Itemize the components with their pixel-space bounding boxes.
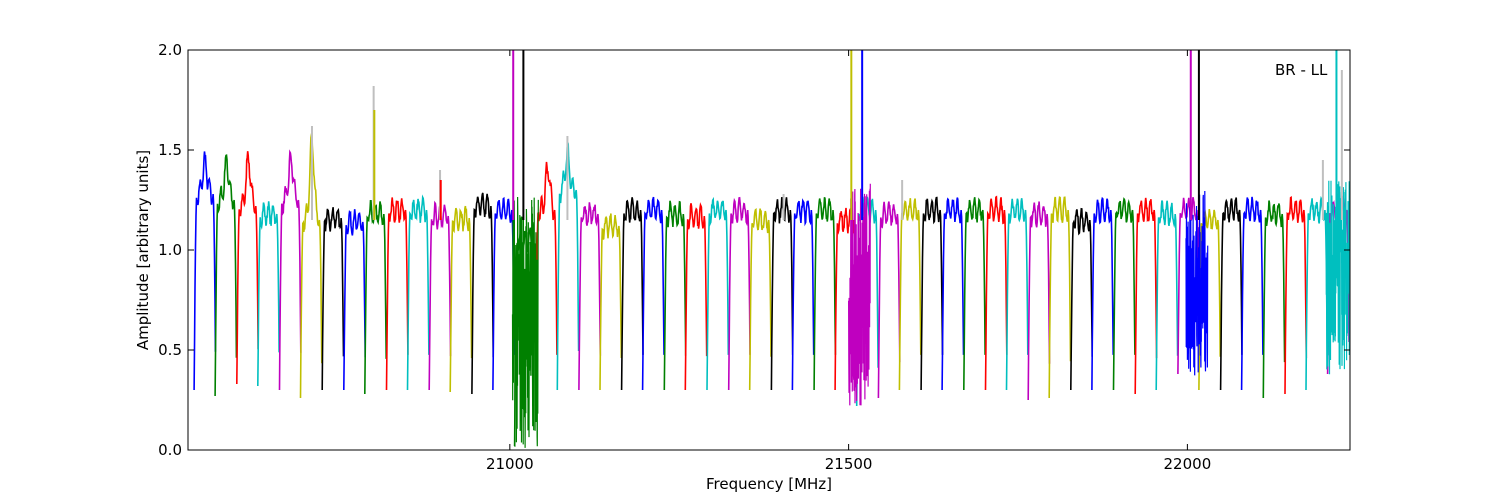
band-series-42 xyxy=(1091,196,1114,391)
band-series-19 xyxy=(599,213,623,391)
band-series-28 xyxy=(791,198,815,391)
noise-region-3 xyxy=(1325,180,1350,375)
band-series-10 xyxy=(406,194,430,391)
series-layer xyxy=(193,50,1350,448)
band-series-13 xyxy=(471,192,494,395)
band-series-2 xyxy=(236,151,259,385)
band-series-38 xyxy=(1005,198,1029,391)
x-tick-label-2: 22000 xyxy=(1164,455,1212,473)
noise-region-1 xyxy=(847,183,871,406)
band-series-27 xyxy=(770,197,794,391)
band-series-6 xyxy=(321,207,345,391)
noise-region-0 xyxy=(511,196,539,448)
band-series-4 xyxy=(278,149,302,391)
band-series-44 xyxy=(1134,197,1158,395)
band-series-8 xyxy=(364,200,387,395)
y-tick-label-2: 1.0 xyxy=(158,241,182,259)
band-series-12 xyxy=(449,205,473,393)
band-series-41 xyxy=(1070,207,1093,391)
band-series-46 xyxy=(1177,197,1200,375)
band-series-45 xyxy=(1155,200,1179,391)
x-tick-label-1: 21500 xyxy=(825,455,873,473)
band-series-39 xyxy=(1027,201,1051,401)
band-series-22 xyxy=(663,200,687,391)
band-series-26 xyxy=(748,207,772,391)
tick-layer: 21000 21500 22000 0.0 0.5 1.0 1.5 2.0 xyxy=(158,41,1350,473)
y-tick-label-1: 0.5 xyxy=(158,341,182,359)
band-series-43 xyxy=(1112,197,1136,391)
y-tick-label-4: 2.0 xyxy=(158,41,182,59)
band-series-3 xyxy=(257,201,280,387)
band-series-40 xyxy=(1048,196,1072,399)
band-series-51 xyxy=(1284,196,1308,395)
band-series-23 xyxy=(684,202,708,391)
band-series-48 xyxy=(1219,197,1243,391)
y-axis-label: Amplitude [arbitrary units] xyxy=(134,150,152,350)
y-tick-label-0: 0.0 xyxy=(158,441,182,459)
band-series-35 xyxy=(941,197,965,391)
x-tick-label-0: 21000 xyxy=(486,455,534,473)
band-series-9 xyxy=(385,197,409,391)
band-series-7 xyxy=(343,209,366,391)
band-series-24 xyxy=(706,196,730,391)
band-series-49 xyxy=(1240,196,1264,391)
band-series-21 xyxy=(641,196,665,391)
band-series-25 xyxy=(727,196,751,391)
band-series-14 xyxy=(492,196,515,391)
band-series-50 xyxy=(1262,200,1286,399)
band-series-36 xyxy=(963,197,986,391)
band-series-32 xyxy=(877,201,901,399)
band-series-16 xyxy=(534,161,558,391)
noise-region-2 xyxy=(1185,190,1209,376)
corner-annotation: BR - LL xyxy=(1275,61,1328,79)
x-axis-label: Frequency [MHz] xyxy=(706,475,832,493)
band-series-29 xyxy=(813,197,837,391)
band-series-34 xyxy=(920,196,944,391)
band-series-1 xyxy=(214,154,238,397)
y-tick-label-3: 1.5 xyxy=(158,141,182,159)
band-series-20 xyxy=(620,197,644,391)
band-series-18 xyxy=(578,202,602,391)
band-series-37 xyxy=(984,195,1008,391)
band-series-0 xyxy=(193,151,217,391)
